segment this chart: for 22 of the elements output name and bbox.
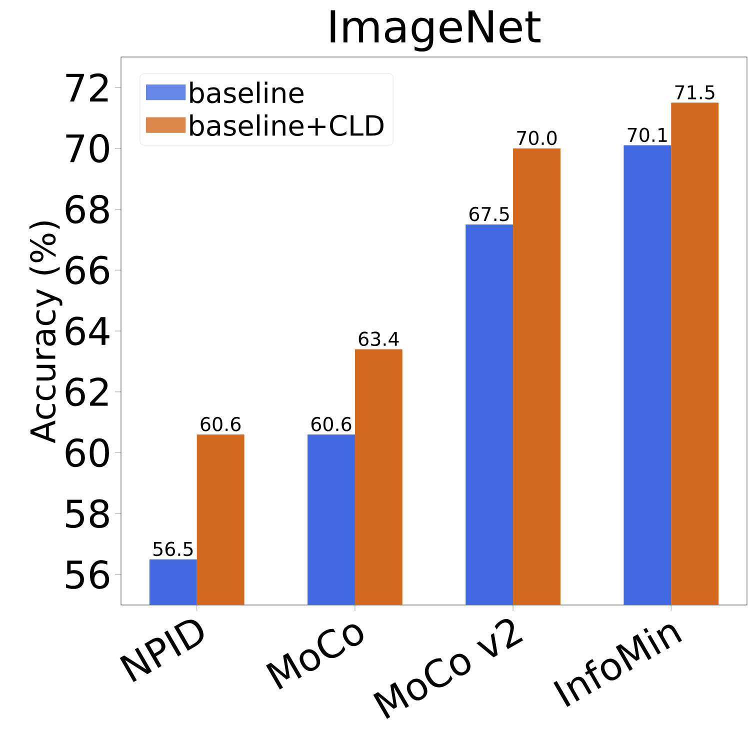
y-tick-label: 60 (66, 438, 109, 468)
y-axis-title: Accuracy (%) (29, 221, 62, 444)
y-tick-label: 68 (66, 194, 109, 224)
data-label: 56.5 (153, 542, 193, 556)
y-tick-label: 62 (66, 378, 108, 406)
legend-label: baseline (190, 82, 304, 104)
y-tick-label: 58 (66, 499, 109, 528)
data-label: 63.4 (358, 332, 399, 346)
data-label: 71.5 (675, 85, 714, 100)
y-tick-label: 70 (66, 134, 109, 163)
x-tick-label: NPID (120, 620, 204, 682)
y-tick-label: 56 (66, 560, 110, 589)
legend-label: baseline+CLD (190, 114, 384, 136)
y-tick-label: 64 (66, 316, 110, 346)
data-label: 70.0 (517, 130, 557, 146)
chart-title: ImageNet (330, 10, 540, 52)
data-label: 70.1 (628, 128, 667, 142)
y-tick-label: 66 (66, 256, 110, 284)
data-label: 67.5 (470, 206, 509, 222)
data-label: 60.6 (200, 416, 241, 432)
data-label: 60.6 (311, 416, 352, 432)
y-tick-label: 72 (66, 73, 108, 102)
